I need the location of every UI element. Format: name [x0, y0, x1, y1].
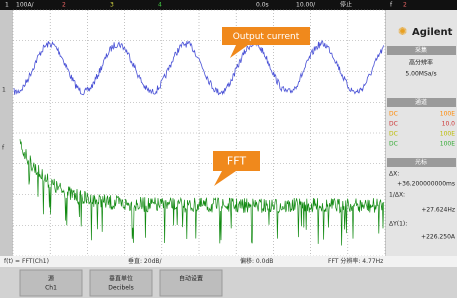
- ch1-marker: 1: [2, 87, 6, 94]
- top-text: 2: [62, 2, 66, 9]
- softkey-value: Ch1: [45, 285, 57, 292]
- brand: Agilent: [412, 27, 453, 38]
- softkey[interactable]: [20, 270, 82, 296]
- softkey[interactable]: [160, 270, 222, 296]
- top-text: 10.00/: [296, 2, 316, 9]
- scope-screen: 1 100A/ 2 3 4 0.0s 10.00/ 停止 f 2 1 f Out…: [0, 0, 457, 298]
- cursor-label: 1/ΔX:: [389, 192, 405, 199]
- cursor-value: +226.250A: [421, 234, 456, 241]
- cursor-label: ΔX:: [389, 171, 399, 178]
- status-item: 偏移: 0.0dB: [240, 257, 273, 265]
- section-title: 通道: [415, 98, 427, 106]
- section-title: 光标: [415, 158, 427, 166]
- top-text: 停止: [340, 1, 352, 9]
- channel-scale: 100E: [440, 131, 455, 138]
- section-title: 采集: [415, 46, 427, 54]
- display: 1 100A/ 2 3 4 0.0s 10.00/ 停止 f 2 1 f Out…: [0, 0, 457, 298]
- top-bar: [0, 0, 457, 10]
- top-text: 100A/: [16, 2, 35, 9]
- softkey-label: 垂直单位: [109, 275, 133, 283]
- top-text: 3: [110, 2, 114, 9]
- status-item: FFT 分辨率: 4.77Hz: [328, 257, 383, 265]
- cursor-label: ΔY(1):: [389, 221, 407, 228]
- softkey-value: Decibels: [108, 285, 134, 292]
- channel-coupling: DC: [389, 141, 398, 148]
- annotation: FFT: [227, 155, 246, 168]
- top-text: 1: [5, 2, 9, 9]
- top-text: 0.0s: [256, 2, 269, 9]
- math-marker: f: [2, 145, 5, 152]
- top-text: 2: [403, 2, 407, 9]
- acq-mode: 高分辨率: [409, 59, 433, 67]
- channel-coupling: DC: [389, 111, 398, 118]
- softkeys: 源 Ch1 垂直单位 Decibels 自动设置: [20, 270, 222, 296]
- cursor-value: +36.200000000ms: [397, 181, 455, 188]
- status-item: 垂直: 20dB/: [128, 257, 162, 265]
- status-bar: [0, 256, 457, 267]
- channel-coupling: DC: [389, 131, 398, 138]
- channel-scale: 10.0: [442, 121, 456, 128]
- annotation: Output current: [233, 32, 300, 42]
- acq-rate: 5.00MSa/s: [405, 71, 436, 78]
- status-item: f(t) = FFT(Ch1): [4, 258, 49, 265]
- channel-scale: 100E: [440, 141, 455, 148]
- top-text: 4: [158, 2, 162, 9]
- channel-coupling: DC: [389, 121, 398, 128]
- channel-scale: 100E: [440, 111, 455, 118]
- softkey-label: 自动设置: [179, 275, 203, 283]
- logo-star: ✺: [398, 25, 407, 38]
- softkey-label: 源: [48, 275, 54, 283]
- cursor-value: +27.624Hz: [421, 207, 455, 214]
- softkey[interactable]: [90, 270, 152, 296]
